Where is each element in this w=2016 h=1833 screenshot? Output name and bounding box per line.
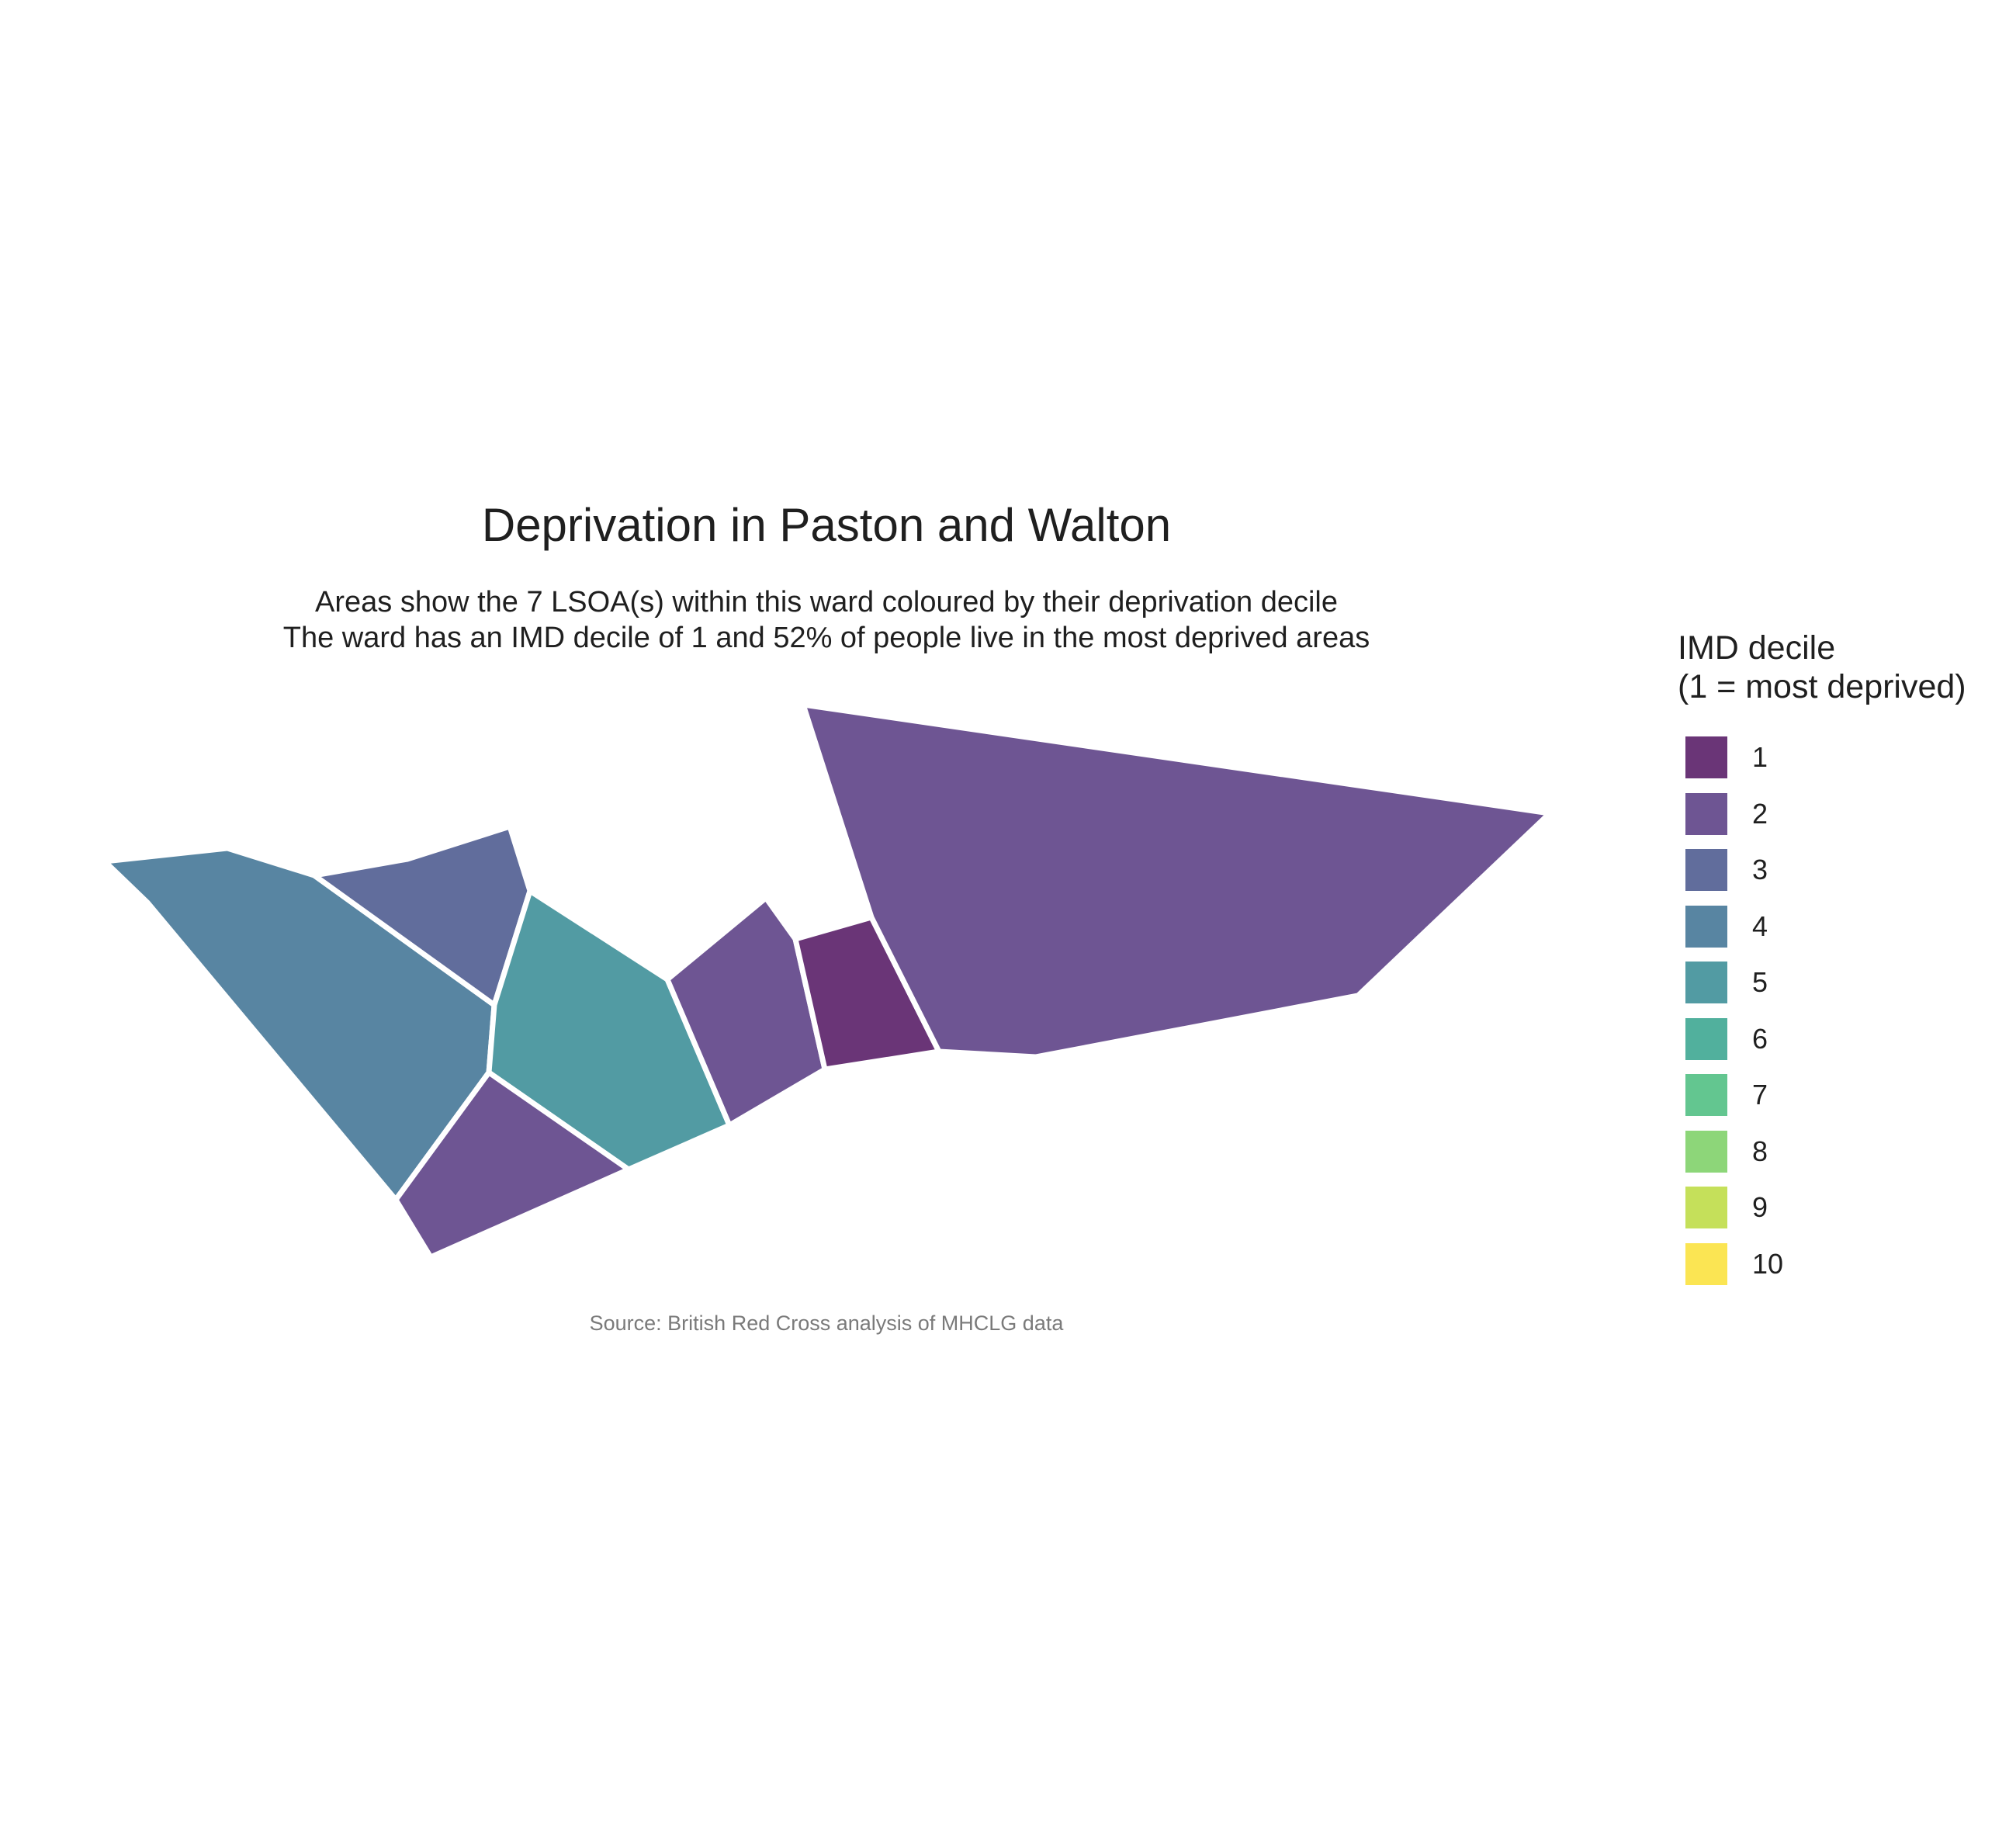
map-subtitle-line-1: Areas show the 7 LSOA(s) within this war… — [315, 586, 1338, 619]
legend-item-6: 6 — [1678, 1011, 1966, 1068]
legend-swatch-3 — [1685, 849, 1727, 892]
legend-swatch-7 — [1685, 1074, 1727, 1117]
legend-swatch-8 — [1685, 1130, 1727, 1173]
legend-item-3: 3 — [1678, 842, 1966, 899]
legend-item-2: 2 — [1678, 786, 1966, 843]
legend-item-5: 5 — [1678, 955, 1966, 1011]
legend-swatch-9 — [1685, 1187, 1727, 1229]
legend-label-5: 5 — [1752, 966, 1768, 999]
legend-swatch-5 — [1685, 962, 1727, 1004]
legend-swatch-6 — [1685, 1017, 1727, 1060]
legend-label-2: 2 — [1752, 797, 1768, 830]
legend: IMD decile (1 = most deprived) 1 2 3 4 5 6 7 8 9… — [1678, 629, 1966, 1292]
legend-title-line-2: (1 = most deprived) — [1678, 668, 1966, 705]
legend-swatch-1 — [1685, 736, 1727, 779]
legend-label-7: 7 — [1752, 1079, 1768, 1111]
legend-item-8: 8 — [1678, 1124, 1966, 1180]
legend-swatch-4 — [1685, 905, 1727, 948]
legend-item-10: 10 — [1678, 1236, 1966, 1293]
legend-label-6: 6 — [1752, 1022, 1768, 1055]
lsoa-south-west — [393, 1069, 632, 1260]
lsoa-north-west — [311, 823, 533, 1008]
lsoa-east — [800, 702, 1553, 1060]
legend-label-8: 8 — [1752, 1135, 1768, 1167]
map-title: Deprivation in Paston and Walton — [481, 499, 1172, 551]
legend-swatch-2 — [1685, 792, 1727, 835]
legend-item-7: 7 — [1678, 1067, 1966, 1124]
legend-label-3: 3 — [1752, 854, 1768, 886]
map-subtitle-line-2: The ward has an IMD decile of 1 and 52% … — [282, 622, 1370, 654]
legend-item-9: 9 — [1678, 1180, 1966, 1236]
legend-item-1: 1 — [1678, 729, 1966, 786]
legend-label-10: 10 — [1752, 1247, 1784, 1280]
legend-title-line-1: IMD decile — [1678, 629, 1836, 667]
legend-label-4: 4 — [1752, 910, 1768, 942]
legend-title: IMD decile (1 = most deprived) — [1678, 629, 1966, 706]
legend-items: 1 2 3 4 5 6 7 8 9 10 — [1678, 729, 1966, 1292]
legend-swatch-10 — [1685, 1242, 1727, 1285]
legend-item-4: 4 — [1678, 899, 1966, 955]
legend-label-9: 9 — [1752, 1191, 1768, 1224]
source-caption: Source: British Red Cross analysis of MH… — [589, 1312, 1064, 1335]
legend-label-1: 1 — [1752, 741, 1768, 774]
